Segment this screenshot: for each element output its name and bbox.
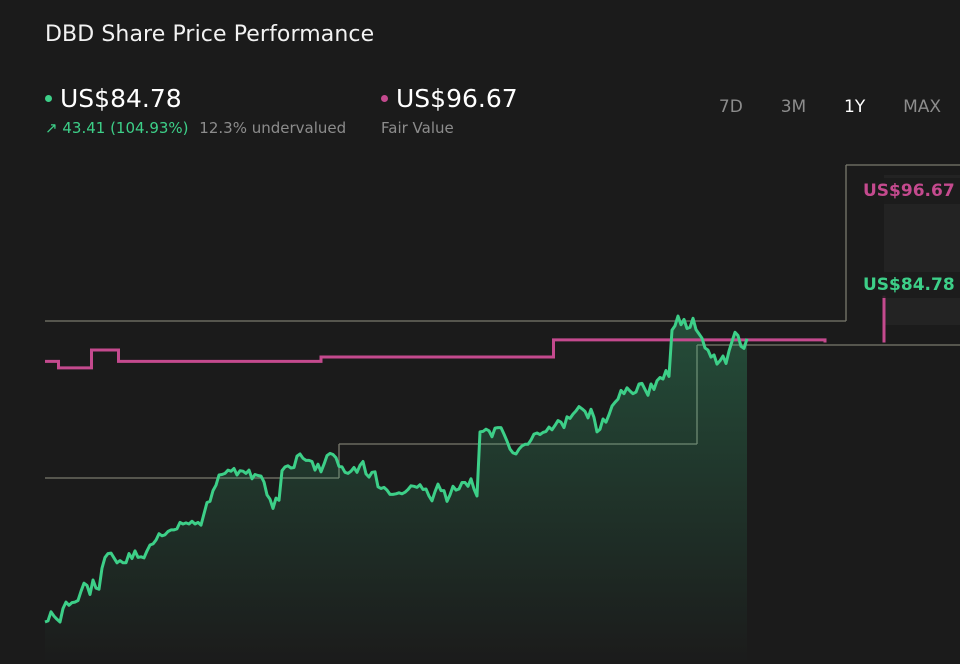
fair-value-tag-bg <box>857 178 960 204</box>
fair-value-label: Fair Value <box>381 119 454 137</box>
valuation-status: 12.3% undervalued <box>199 119 347 137</box>
price-area-fill <box>45 316 747 664</box>
range-1y-button[interactable]: 1Y <box>844 97 866 117</box>
range-3m-button[interactable]: 3M <box>780 97 807 117</box>
price-line <box>44 314 749 624</box>
current-price-tag-bg <box>857 272 960 298</box>
fair-value-block: US$96.67 Fair Value <box>381 84 518 137</box>
fair-value-line <box>45 338 827 370</box>
chart-title: DBD Share Price Performance <box>45 22 375 47</box>
range-selector: 7D 3M 1Y MAX <box>700 97 960 117</box>
arrow-up-right-icon: ↗ <box>45 119 58 137</box>
current-price-block: US$84.78 ↗ 43.41 (104.93%) 12.3% underva… <box>45 84 346 137</box>
range-7d-button[interactable]: 7D <box>718 97 743 117</box>
fair-value-price: US$96.67 <box>396 84 518 113</box>
fair-value-tag: US$96.67 <box>863 181 955 201</box>
fair-value-legend-dot <box>381 95 388 102</box>
current-price: US$84.78 <box>60 84 182 113</box>
price-legend-dot <box>45 95 52 102</box>
range-max-button[interactable]: MAX <box>903 97 942 117</box>
current-price-tag: US$84.78 <box>863 275 955 295</box>
price-change: 43.41 (104.93%) <box>62 119 189 137</box>
